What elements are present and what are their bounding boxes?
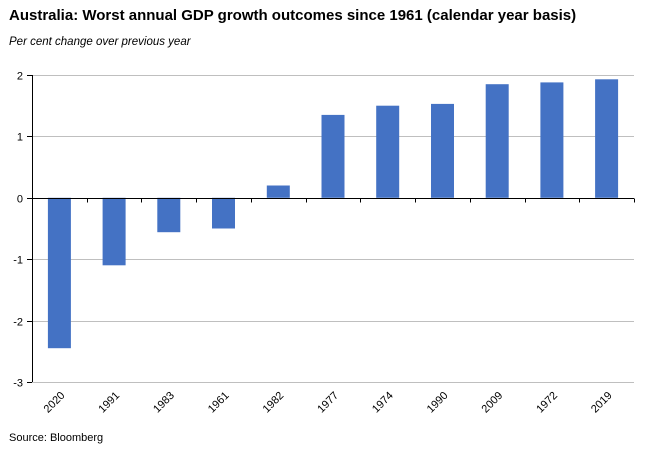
x-tick-label: 1982 <box>261 390 287 416</box>
bar-2020 <box>47 197 71 349</box>
chart-title: Australia: Worst annual GDP growth outco… <box>9 7 577 24</box>
bars <box>47 79 619 349</box>
x-tick-label: 1983 <box>151 390 177 416</box>
bar-1972 <box>540 82 564 198</box>
bar-1983 <box>157 197 181 233</box>
x-tick-label: 1990 <box>425 390 451 416</box>
bar-1991 <box>102 197 126 266</box>
y-tick-label: -2 <box>13 317 23 329</box>
y-tick-label: -3 <box>13 378 23 390</box>
bar-2019 <box>595 79 619 198</box>
y-tick-label: -1 <box>13 255 23 267</box>
bar-1961 <box>212 197 235 229</box>
x-tick-label: 1991 <box>96 390 122 416</box>
y-tick-label: 1 <box>17 132 23 144</box>
y-tick-label: 2 <box>17 71 23 83</box>
y-tick-label: 0 <box>17 194 23 206</box>
x-tick-label: 1961 <box>206 390 232 416</box>
x-tick-label: 2019 <box>589 390 615 416</box>
bar-2009 <box>485 84 509 198</box>
x-tick-label: 1972 <box>534 390 560 416</box>
gridlines <box>32 75 634 383</box>
source-note: Source: Bloomberg <box>9 432 104 444</box>
bar-1990 <box>431 103 454 198</box>
bar-1982 <box>266 185 290 198</box>
bar-1977 <box>321 114 345 198</box>
x-tick-label: 2020 <box>42 390 68 416</box>
x-tick-label: 1977 <box>315 390 341 416</box>
chart-subtitle: Per cent change over previous year <box>9 36 191 48</box>
x-tick-label: 1974 <box>370 390 396 416</box>
axes <box>27 75 635 383</box>
bar-1974 <box>376 105 400 198</box>
x-tick-label: 2009 <box>480 390 506 416</box>
